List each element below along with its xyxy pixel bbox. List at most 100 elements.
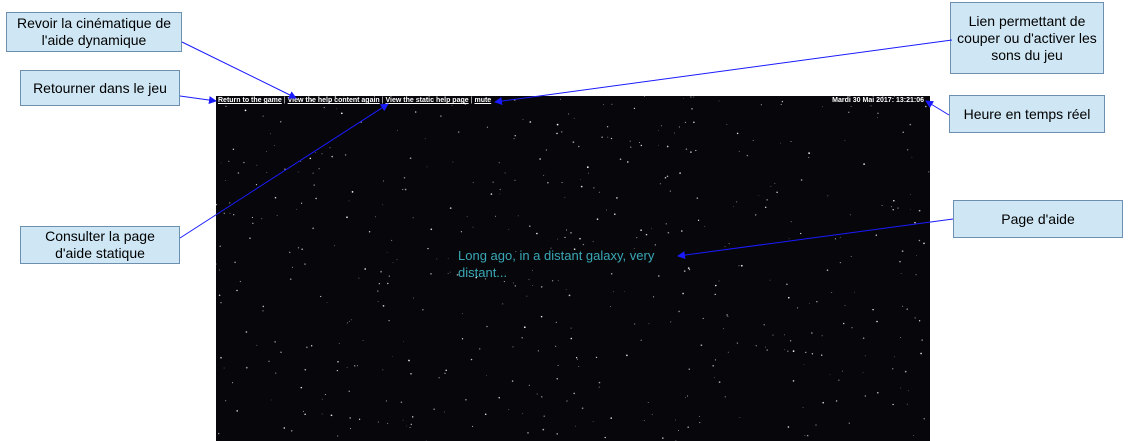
star: [255, 184, 258, 186]
star: [802, 407, 804, 408]
star: [696, 197, 699, 199]
realtime-clock: Mardi 30 Mai 2017: 13:21:06: [832, 97, 924, 104]
star: [223, 212, 226, 215]
star: [256, 164, 258, 166]
star: [606, 209, 607, 211]
star: [229, 212, 231, 214]
star: [568, 113, 570, 115]
star: [897, 207, 899, 209]
static-help-link[interactable]: View the static help page: [385, 97, 469, 104]
star: [511, 380, 514, 382]
mute-link[interactable]: mute: [474, 97, 492, 104]
star: [662, 437, 664, 439]
star: [329, 147, 331, 149]
star: [348, 390, 350, 392]
star: [670, 321, 672, 323]
star: [321, 413, 323, 415]
star: [297, 171, 299, 173]
star: [378, 283, 380, 285]
star: [718, 381, 721, 383]
star: [586, 166, 589, 169]
star: [479, 348, 481, 350]
star: [851, 327, 853, 329]
star: [306, 346, 308, 349]
star: [312, 227, 314, 230]
star: [684, 121, 686, 123]
star: [351, 191, 354, 193]
star: [334, 96, 337, 98]
star: [746, 154, 749, 157]
star: [279, 120, 282, 123]
star: [906, 308, 908, 310]
star: [907, 149, 909, 151]
star: [556, 132, 558, 135]
star: [804, 435, 806, 437]
star: [232, 382, 234, 384]
star: [239, 280, 242, 283]
star: [368, 231, 371, 233]
star: [461, 338, 464, 340]
star: [863, 163, 865, 165]
star: [738, 265, 740, 267]
star: [296, 208, 297, 210]
game-screen: Return to the game | View the help content…: [216, 96, 930, 441]
star: [412, 297, 414, 299]
star: [404, 188, 407, 191]
star: [256, 344, 258, 346]
star: [914, 221, 916, 224]
arrow-lien: [494, 39, 953, 106]
star: [237, 172, 240, 174]
star: [556, 238, 558, 240]
star: [388, 320, 390, 322]
star: [364, 268, 367, 270]
star: [409, 426, 411, 428]
star: [382, 369, 384, 371]
star: [503, 281, 505, 283]
star: [566, 400, 568, 402]
star: [848, 111, 850, 113]
star: [862, 337, 865, 339]
star: [693, 121, 695, 123]
star: [323, 107, 325, 109]
star: [822, 106, 824, 108]
star: [457, 131, 460, 133]
star: [276, 215, 278, 216]
star: [764, 206, 767, 209]
star: [870, 105, 872, 107]
star: [647, 402, 649, 404]
star: [904, 370, 907, 373]
star: [499, 188, 501, 191]
star: [918, 209, 921, 212]
star: [300, 386, 303, 389]
star: [677, 429, 680, 431]
star: [808, 152, 810, 154]
star: [536, 232, 538, 235]
return-to-game-link[interactable]: Return to the game: [218, 97, 282, 104]
arrow-retourner: [179, 95, 217, 104]
star: [877, 392, 879, 394]
star: [844, 305, 846, 306]
star: [555, 321, 557, 324]
star: [408, 359, 410, 362]
star: [892, 368, 894, 370]
star: [659, 183, 661, 185]
star: [570, 232, 572, 234]
star: [724, 246, 726, 248]
star: [245, 331, 248, 333]
star: [412, 416, 414, 418]
nav-separator: |: [381, 97, 384, 104]
star: [645, 233, 648, 236]
star: [679, 172, 681, 174]
star: [275, 372, 277, 374]
star: [673, 132, 675, 134]
star: [718, 280, 720, 282]
star: [688, 268, 691, 271]
star: [693, 96, 695, 98]
star: [387, 282, 389, 285]
star: [682, 292, 684, 295]
callout-heure-temps-reel: Heure en temps réel: [949, 95, 1105, 133]
star: [718, 100, 720, 102]
view-help-again-link[interactable]: View the help content again: [287, 97, 380, 104]
star: [330, 414, 333, 417]
star: [551, 280, 554, 282]
